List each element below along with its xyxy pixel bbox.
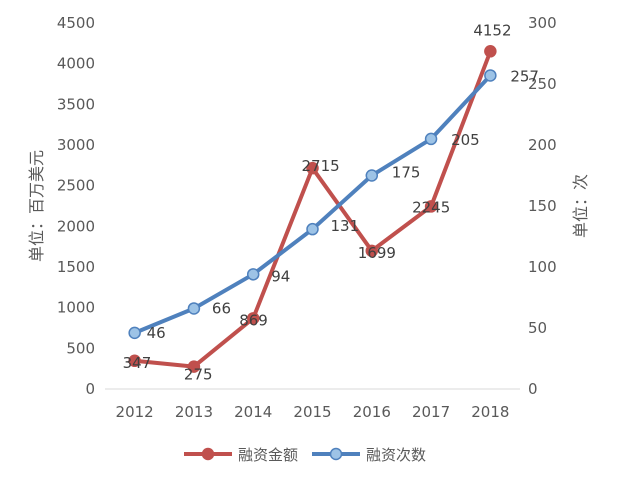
- y-left-tick-label: 3000: [57, 136, 95, 154]
- data-point-amount: [187, 360, 201, 373]
- legend: 融资金额 融资次数: [184, 446, 426, 464]
- legend-marker-count: [329, 447, 343, 461]
- legend-label-amount: 融资金额: [238, 446, 298, 464]
- x-tick-label: 2018: [471, 403, 509, 421]
- y-right-tick-label: 50: [528, 319, 547, 337]
- y-axis-left-title: 单位：百万美元: [27, 150, 46, 262]
- data-point-count: [246, 268, 260, 281]
- y-left-tick-label: 1000: [57, 299, 95, 317]
- y-left-tick-label: 2500: [57, 177, 95, 195]
- data-label-amount: 275: [184, 366, 213, 384]
- data-label-amount: 4152: [473, 21, 511, 39]
- y-left-tick-label: 2000: [57, 217, 95, 235]
- x-tick-label: 2014: [234, 403, 272, 421]
- data-point-amount: [424, 200, 438, 213]
- data-point-count: [187, 302, 201, 315]
- y-right-tick-label: 250: [528, 75, 557, 93]
- data-point-count: [484, 69, 497, 82]
- data-label-amount: 347: [123, 354, 152, 372]
- data-point-amount: [365, 244, 379, 258]
- data-label-amount: 2715: [302, 157, 340, 175]
- axes: 0 500 1000 1500 2000 2500 3000 3500 4000 4500 0 50 1…: [57, 14, 557, 421]
- data-label-count: 46: [147, 324, 166, 342]
- y-left-tick-label: 1500: [57, 258, 95, 276]
- y-left-tick-label: 3500: [57, 95, 95, 113]
- data-point-amount: [484, 45, 497, 58]
- data-point-count: [306, 222, 319, 236]
- y-right-tick-label: 150: [528, 197, 557, 215]
- data-point-count: [424, 132, 438, 146]
- legend-marker-amount: [201, 447, 215, 461]
- x-tick-label: 2017: [412, 403, 450, 421]
- data-labels: 347 275 869 2715 1699 2245 4152 46 66 94 131 175 205…: [123, 21, 539, 383]
- x-tick-label: 2013: [175, 403, 213, 421]
- y-right-tick-label: 200: [528, 136, 557, 154]
- x-tick-label: 2015: [293, 403, 331, 421]
- x-tick-label: 2012: [116, 403, 154, 421]
- data-point-amount: [306, 161, 319, 175]
- data-label-count: 205: [451, 131, 480, 149]
- y-right-tick-label: 0: [528, 380, 538, 398]
- data-label-count: 175: [392, 164, 421, 182]
- data-point-amount: [246, 312, 260, 325]
- legend-label-count: 融资次数: [366, 446, 426, 464]
- data-label-count: 66: [212, 299, 231, 317]
- data-label-amount: 869: [239, 311, 268, 329]
- data-point-count: [128, 326, 141, 340]
- data-label-count: 94: [271, 267, 290, 285]
- data-label-count: 257: [510, 67, 539, 85]
- data-label-count: 131: [331, 217, 360, 235]
- data-label-amount: 1699: [358, 244, 396, 262]
- data-point-amount: [128, 354, 141, 368]
- y-axis-right-title: 单位：次: [571, 174, 590, 238]
- y-left-tick-label: 4000: [57, 55, 95, 73]
- series-markers: [128, 45, 497, 373]
- y-right-tick-label: 300: [528, 14, 557, 32]
- y-right-tick-label: 100: [528, 258, 557, 276]
- y-left-tick-label: 500: [66, 339, 95, 357]
- y-left-tick-label: 0: [85, 380, 95, 398]
- y-left-tick-label: 4500: [57, 14, 95, 32]
- data-point-count: [365, 169, 379, 182]
- data-label-amount: 2245: [412, 198, 450, 216]
- x-tick-label: 2016: [353, 403, 391, 421]
